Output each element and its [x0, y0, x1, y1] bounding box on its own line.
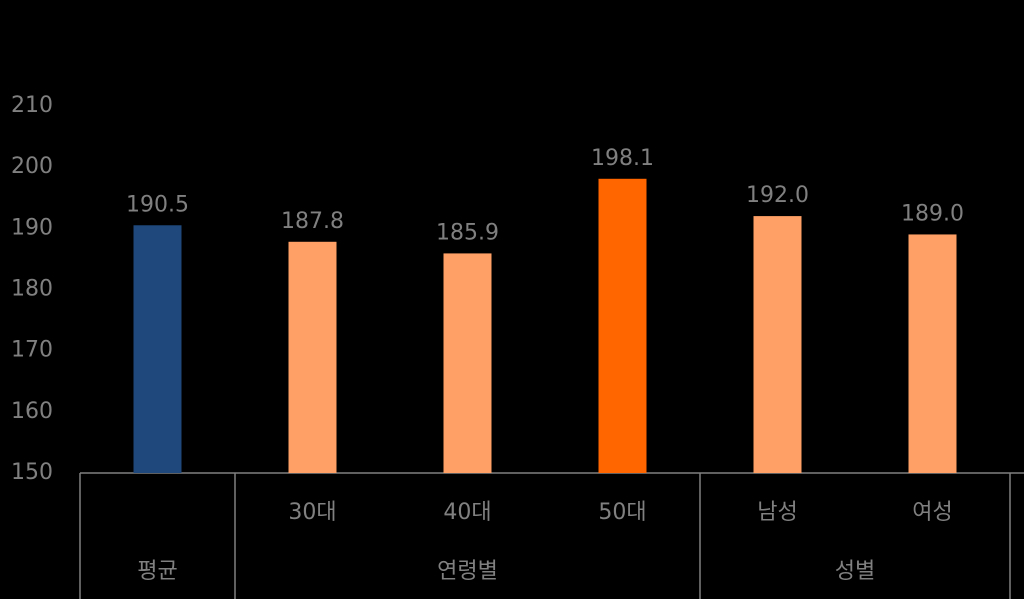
- x-tick-label: 여성: [912, 500, 952, 525]
- bar: [753, 216, 802, 473]
- x-tick-label: 50대: [598, 500, 646, 525]
- group-label: 연령별: [437, 559, 498, 584]
- value-label: 189.0: [901, 201, 964, 226]
- bar: [443, 253, 492, 473]
- y-tick-label: 160: [11, 399, 53, 424]
- value-label: 190.5: [126, 192, 189, 217]
- value-label: 187.8: [281, 209, 344, 234]
- value-label: 198.1: [591, 146, 654, 171]
- bar: [288, 241, 337, 473]
- group-label: 평균: [137, 559, 177, 584]
- group-label: 성별: [835, 559, 875, 584]
- y-tick-label: 190: [11, 215, 53, 240]
- x-tick-label: 40대: [443, 500, 491, 525]
- y-tick-label: 210: [11, 93, 53, 118]
- y-tick-label: 180: [11, 277, 53, 302]
- value-label: 192.0: [746, 183, 809, 208]
- y-tick-label: 150: [11, 460, 53, 485]
- y-tick-label: 170: [11, 338, 53, 363]
- value-label: 185.9: [436, 220, 499, 245]
- y-tick-label: 200: [11, 154, 53, 179]
- bar: [133, 225, 182, 473]
- x-tick-label: 남성: [757, 500, 797, 525]
- bar: [908, 234, 957, 473]
- x-tick-label: 30대: [288, 500, 336, 525]
- bar: [598, 178, 647, 473]
